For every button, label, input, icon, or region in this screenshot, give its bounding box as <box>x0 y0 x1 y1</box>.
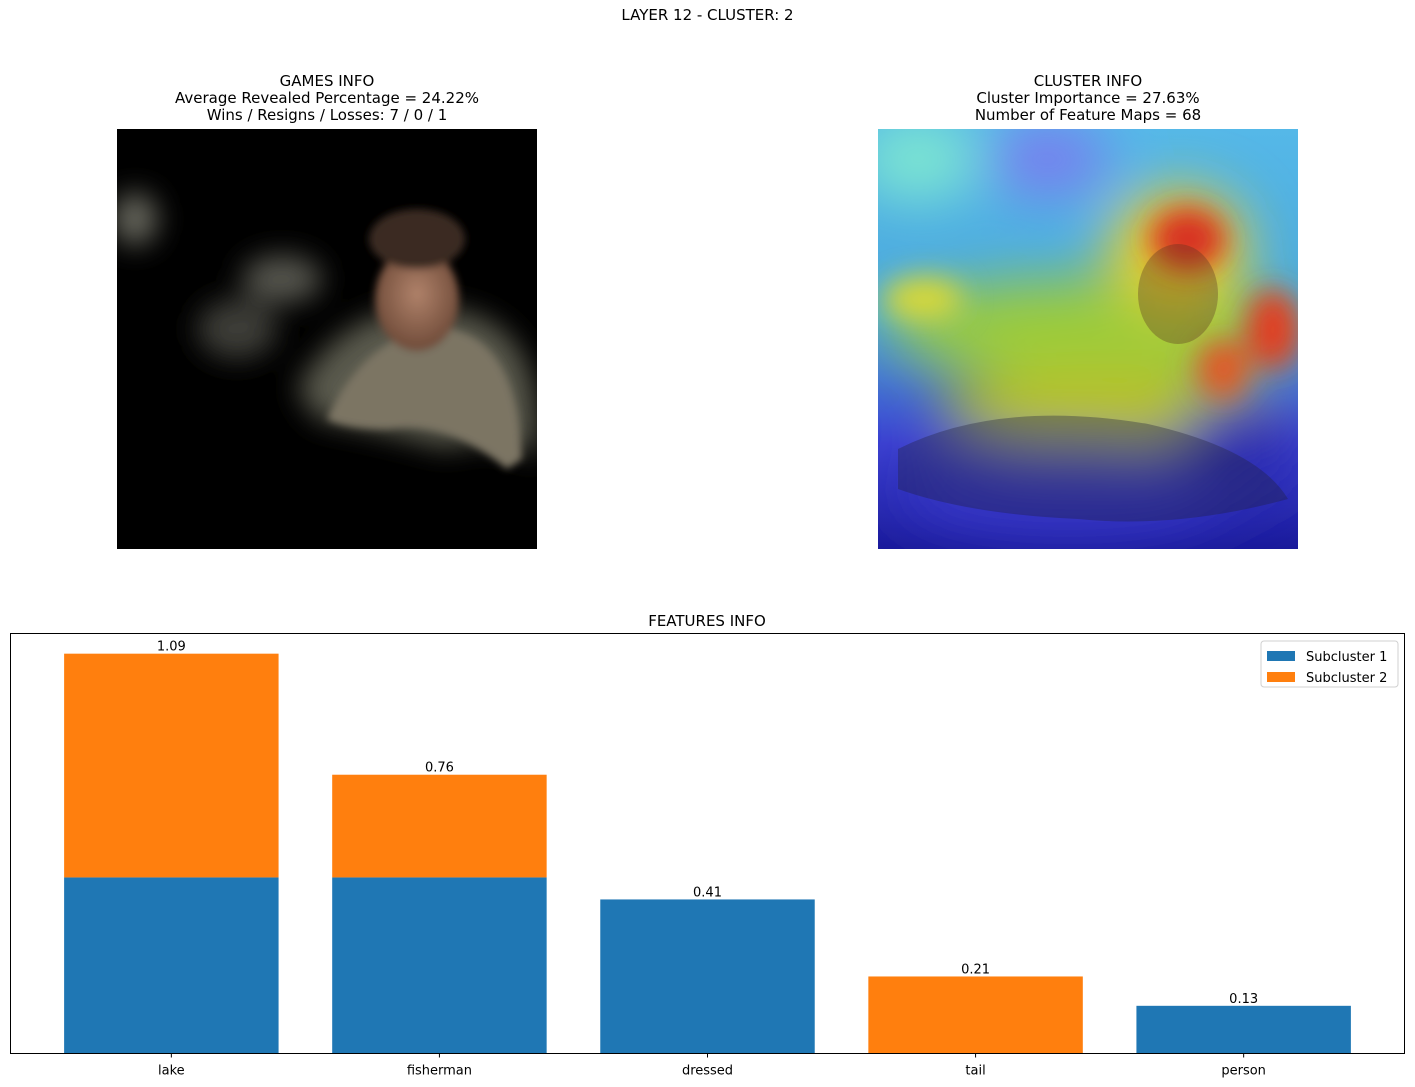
legend-swatch-subcluster-2 <box>1267 672 1295 682</box>
legend-swatch-subcluster-1 <box>1267 651 1295 661</box>
legend-label-subcluster-2: Subcluster 2 <box>1306 671 1387 686</box>
games-info-revealed: Average Revealed Percentage = 24.22% <box>174 89 479 107</box>
figure-suptitle: LAYER 12 - CLUSTER: 2 <box>621 6 794 24</box>
x-tick-label-person: person <box>1221 1064 1266 1079</box>
cluster-heatmap-image <box>878 129 1298 549</box>
games-info-header: GAMES INFO Average Revealed Percentage =… <box>117 73 537 124</box>
bar-fisherman-subcluster-1 <box>332 877 547 1054</box>
cluster-info-feature-maps: Number of Feature Maps = 68 <box>974 106 1202 124</box>
bar-dressed-subcluster-1 <box>600 899 815 1054</box>
plot-frame <box>10 633 1405 1054</box>
bar-person-subcluster-1 <box>1136 1005 1351 1054</box>
games-info-record: Wins / Resigns / Losses: 7 / 0 / 1 <box>206 106 448 124</box>
bar-fisherman-subcluster-2 <box>332 774 547 878</box>
legend-label-subcluster-1: Subcluster 1 <box>1306 650 1387 665</box>
bar-lake-subcluster-2 <box>64 653 279 878</box>
total-label-tail: 0.21 <box>961 962 990 977</box>
x-tick-label-tail: tail <box>965 1064 985 1079</box>
total-label-person: 0.13 <box>1229 992 1258 1007</box>
cluster-info-title: CLUSTER INFO <box>1033 72 1143 90</box>
x-tick-label-lake: lake <box>158 1064 185 1079</box>
cluster-info-header: CLUSTER INFO Cluster Importance = 27.63%… <box>878 73 1298 124</box>
chart-title: FEATURES INFO <box>648 612 766 630</box>
bar-lake-subcluster-1 <box>64 877 279 1054</box>
revealed-image <box>117 129 537 549</box>
total-label-dressed: 0.41 <box>693 885 722 900</box>
games-info-title: GAMES INFO <box>279 72 375 90</box>
bar-tail-subcluster-2 <box>868 976 1083 1054</box>
legend: Subcluster 1 Subcluster 2 <box>1260 640 1399 688</box>
total-label-lake: 1.09 <box>157 640 186 655</box>
total-label-fisherman: 0.76 <box>425 761 454 776</box>
legend-box <box>1260 640 1399 688</box>
x-tick-label-fisherman: fisherman <box>407 1064 472 1079</box>
x-tick-label-dressed: dressed <box>682 1064 733 1079</box>
cluster-info-importance: Cluster Importance = 27.63% <box>976 89 1200 107</box>
